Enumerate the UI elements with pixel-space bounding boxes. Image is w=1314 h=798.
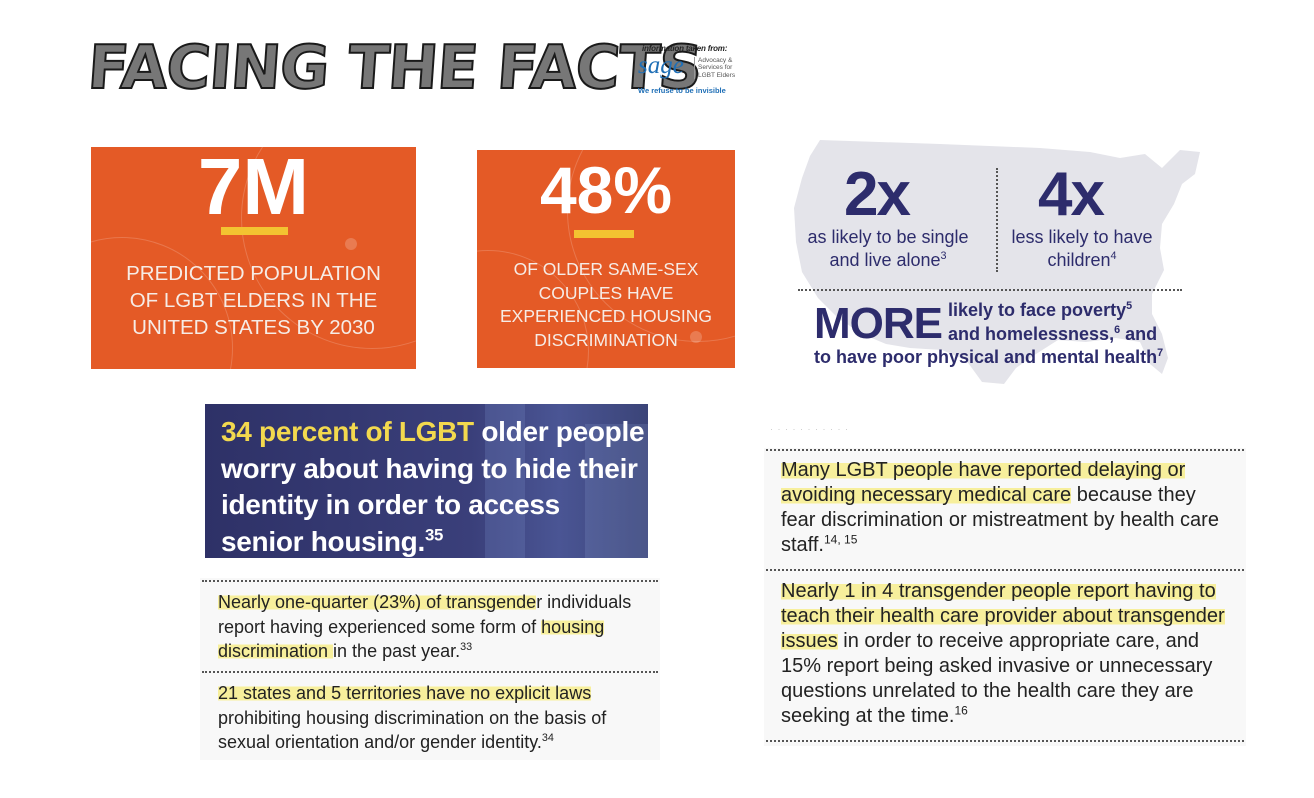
divider-vertical [996,168,998,272]
stat-4x: 4x [1038,160,1105,229]
photo-background [485,404,525,558]
org-tagline: We refuse to be invisible [638,86,726,95]
housing-facts-box: Nearly one-quarter (23%) of transgender … [200,578,660,760]
fact-state-laws: 21 states and 5 territories have no expl… [218,683,607,752]
divider-horizontal [798,289,1182,291]
housing-worry-text: 34 percent of LGBT older people worry ab… [221,416,645,557]
fact-teach-provider: Nearly 1 in 4 transgender people report … [781,580,1225,727]
housing-worry-card: 34 percent of LGBT older people worry ab… [205,404,648,558]
decorative-dot [690,331,702,343]
fact-delaying-care: Many LGBT people have reported delaying … [781,459,1219,556]
more-line-1: likely to face poverty5 [948,300,1133,320]
faint-heading: · · · · · · · · · · · [770,424,849,434]
dotted-divider [202,671,658,673]
more-line-2: and homelessness,6 and [948,324,1158,344]
stat-value: 7M [197,147,310,231]
stat-underline [221,227,288,235]
stat-underline [574,230,634,238]
org-name: sage [638,52,684,79]
page-title: FACING THE FACTS [85,32,705,104]
sage-logo: information taken from: sage Advocacy & … [638,44,742,98]
us-map-panel: 2x 4x as likely to be single and live al… [790,138,1202,386]
more-line-3: to have poor physical and mental health7 [814,347,1164,367]
source-note: information taken from: [642,44,728,53]
photo-background [585,424,648,558]
health-care-facts-box: Many LGBT people have reported delaying … [764,448,1246,746]
stat-label: OF OLDER SAME-SEX COUPLES HAVE EXPERIENC… [500,259,712,350]
stat-label: PREDICTED POPULATION OF LGBT ELDERS IN T… [126,262,381,339]
stat-4x-caption: less likely to have children4 [1011,227,1153,270]
dotted-divider [766,449,1244,451]
decorative-dot [345,238,357,250]
dotted-divider [766,740,1244,742]
more-word: MORE [814,299,943,348]
stat-card-population: 7M PREDICTED POPULATION OF LGBT ELDERS I… [91,147,416,369]
dotted-divider [202,580,658,582]
stat-2x-caption: as likely to be single and live alone3 [807,227,969,270]
stat-2x: 2x [844,160,911,229]
dotted-divider [766,569,1244,571]
fact-transgender-housing: Nearly one-quarter (23%) of transgender … [218,592,632,661]
stat-card-housing: 48% OF OLDER SAME-SEX COUPLES HAVE EXPER… [477,150,735,368]
stat-value: 48% [539,153,673,227]
org-description: Advocacy & Services for LGBT Elders [694,57,735,79]
